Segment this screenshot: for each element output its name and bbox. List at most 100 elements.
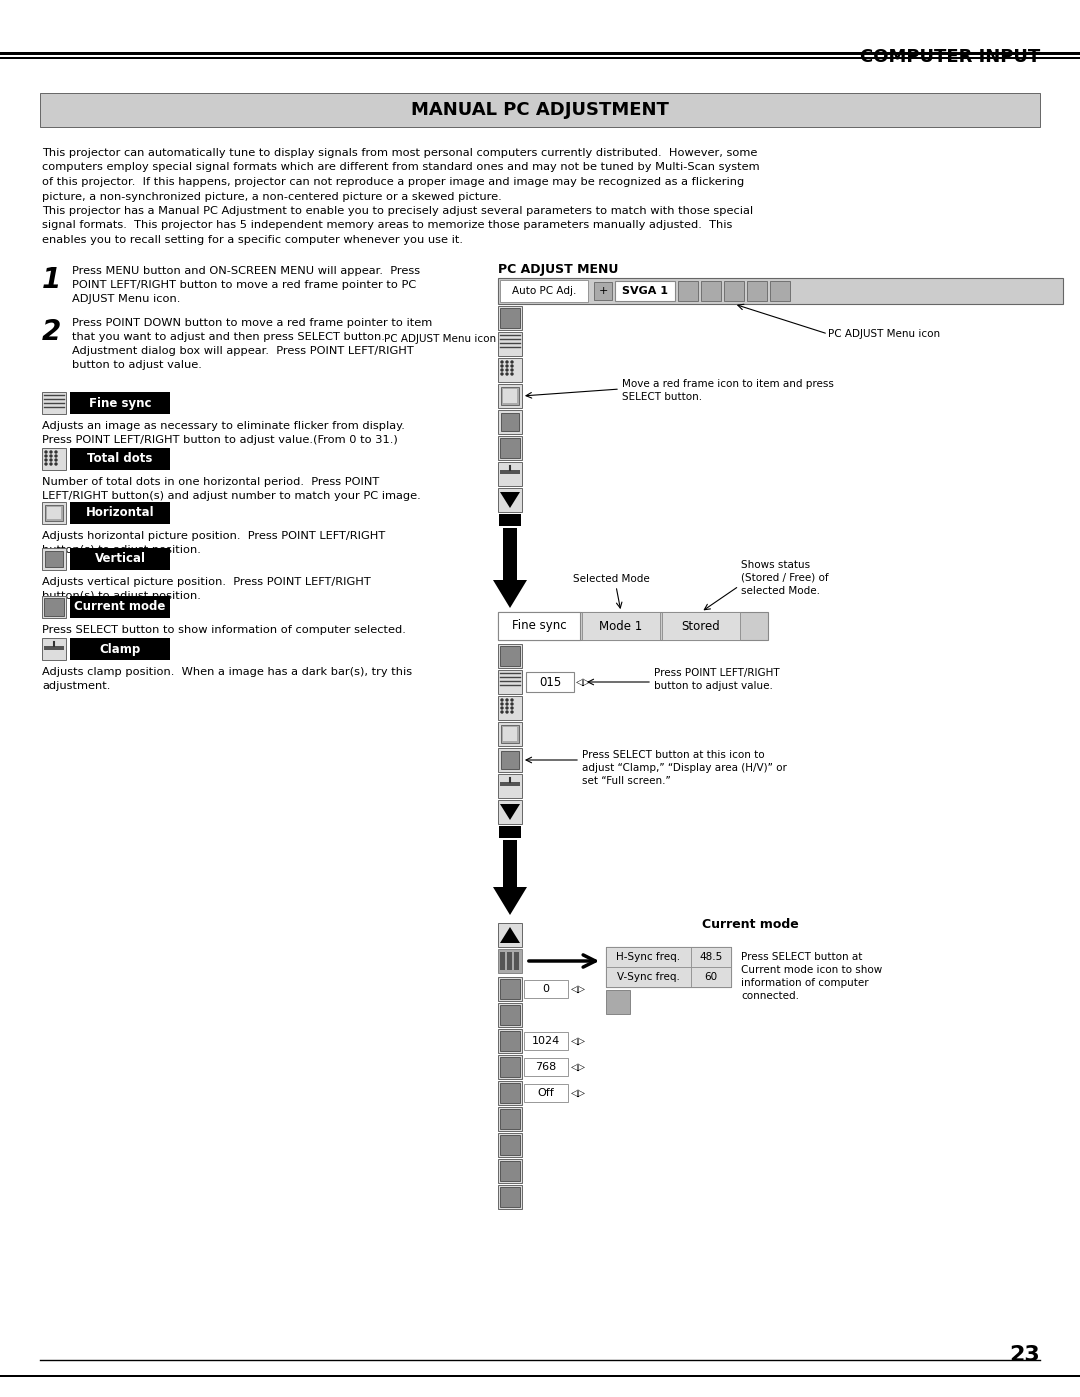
Bar [770,281,789,300]
Text: button(s) to adjust position.: button(s) to adjust position. [42,545,201,555]
Bar [44,598,64,616]
Bar [498,306,522,330]
Text: ◁▷: ◁▷ [571,1037,586,1046]
Bar [45,550,63,567]
Text: set “Full screen.”: set “Full screen.” [582,775,671,787]
Bar [724,281,744,300]
Text: Move a red frame icon to item and press: Move a red frame icon to item and press [622,379,834,388]
Circle shape [507,373,508,374]
Text: Adjusts horizontal picture position.  Press POINT LEFT/RIGHT: Adjusts horizontal picture position. Pre… [42,531,386,541]
Polygon shape [500,492,519,509]
Text: Press SELECT button at this icon to: Press SELECT button at this icon to [582,750,765,760]
Text: button(s) to adjust position.: button(s) to adjust position. [42,591,201,601]
Circle shape [507,369,508,372]
Text: COMPUTER INPUT: COMPUTER INPUT [860,47,1040,66]
Bar [498,278,1063,305]
Bar [498,612,580,640]
Bar [507,951,512,970]
Circle shape [507,698,508,701]
Text: Current mode: Current mode [75,601,165,613]
Text: Adjusts an image as necessary to eliminate flicker from display.: Adjusts an image as necessary to elimina… [42,420,405,432]
Text: Fine sync: Fine sync [89,397,151,409]
Bar [498,409,522,434]
Circle shape [55,455,57,457]
Circle shape [501,711,503,712]
Text: SVGA 1: SVGA 1 [622,286,669,296]
Bar [498,949,522,972]
Circle shape [55,451,57,453]
Bar [498,612,768,640]
Text: Total dots: Total dots [87,453,152,465]
Bar [70,448,170,469]
Text: button to adjust value.: button to adjust value. [72,360,202,370]
Circle shape [501,373,503,374]
Bar [662,612,740,640]
Bar [606,967,691,988]
Bar [500,979,519,999]
Text: MANUAL PC ADJUSTMENT: MANUAL PC ADJUSTMENT [411,101,669,119]
Circle shape [45,462,48,465]
Text: computers employ special signal formats which are different from standard ones a: computers employ special signal formats … [42,162,759,172]
Text: 60: 60 [704,972,717,982]
Circle shape [50,455,52,457]
Bar [0,1375,1080,1377]
Circle shape [50,460,52,461]
Text: Adjusts vertical picture position.  Press POINT LEFT/RIGHT: Adjusts vertical picture position. Press… [42,577,370,587]
Bar [0,57,1080,59]
Bar [498,1030,522,1053]
Text: that you want to adjust and then press SELECT button.: that you want to adjust and then press S… [72,332,384,342]
Text: Selected Mode: Selected Mode [572,574,649,584]
Circle shape [511,711,513,712]
Text: SELECT button.: SELECT button. [622,393,702,402]
Circle shape [501,698,503,701]
Bar [42,597,66,617]
Bar [606,947,731,988]
Bar [70,502,170,524]
Circle shape [501,360,503,363]
Bar [48,507,60,520]
Text: POINT LEFT/RIGHT button to move a red frame pointer to PC: POINT LEFT/RIGHT button to move a red fr… [72,279,416,291]
Bar [498,462,522,486]
Text: PC ADJUST Menu icon: PC ADJUST Menu icon [384,334,496,344]
Bar [501,414,519,432]
Bar [503,528,517,580]
Text: 48.5: 48.5 [700,951,723,963]
Bar [499,514,521,527]
Circle shape [507,360,508,363]
Bar [498,1055,522,1078]
Text: 2: 2 [42,319,62,346]
Bar [498,671,522,694]
Circle shape [45,451,48,453]
Bar [500,1134,519,1155]
Circle shape [501,703,503,705]
Bar [524,981,568,997]
Text: connected.: connected. [741,990,799,1002]
Bar [606,990,630,1014]
Bar [498,1160,522,1183]
Text: signal formats.  This projector has 5 independent memory areas to memorize those: signal formats. This projector has 5 ind… [42,221,732,231]
Bar [501,387,519,405]
Bar [42,638,66,659]
Text: Current mode: Current mode [702,918,799,930]
Text: Adjusts clamp position.  When a image has a dark bar(s), try this: Adjusts clamp position. When a image has… [42,666,413,678]
Text: selected Mode.: selected Mode. [741,585,820,597]
Bar [498,1133,522,1157]
Bar [498,774,522,798]
Bar [498,696,522,719]
Bar [42,548,66,570]
Bar [42,393,66,414]
Text: (Stored / Free) of: (Stored / Free) of [741,573,828,583]
Text: 1: 1 [42,265,62,293]
Text: ◁▷: ◁▷ [576,678,591,687]
Circle shape [50,462,52,465]
Bar [498,436,522,460]
Text: 1024: 1024 [531,1037,561,1046]
Bar [501,725,519,743]
Bar [500,782,519,787]
Bar [503,726,517,740]
Bar [501,752,519,768]
Polygon shape [500,805,519,820]
Circle shape [511,707,513,710]
Circle shape [511,360,513,363]
Bar [498,644,522,668]
